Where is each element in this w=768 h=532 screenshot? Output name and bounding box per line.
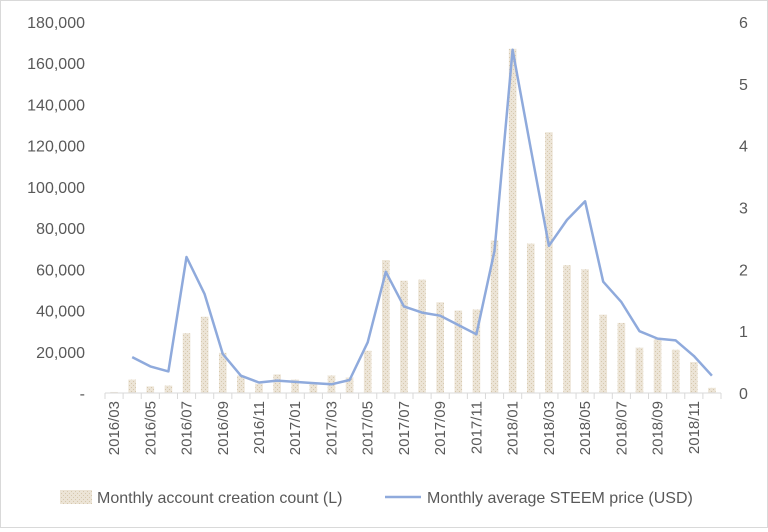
bar-2017/02 — [309, 382, 318, 393]
y-left-tick-label: 20,000 — [36, 345, 85, 362]
x-tick-label: 2018/03 — [541, 401, 558, 455]
bar-2017/06 — [382, 260, 390, 393]
x-tick-label: 2017/01 — [287, 401, 304, 455]
bar-series — [110, 48, 716, 394]
bar-2018/06 — [599, 314, 608, 393]
x-tick-label: 2017/05 — [360, 401, 377, 455]
bar-2018/04 — [563, 265, 571, 393]
x-tick-label: 2016/11 — [251, 401, 268, 454]
x-tick-label: 2018/01 — [505, 401, 522, 455]
y-left-tick-label: 160,000 — [27, 56, 85, 73]
bar-2016/07 — [182, 333, 191, 393]
bar-2017/05 — [363, 350, 372, 393]
bar-2017/07 — [400, 280, 408, 393]
y-left-tick-label: 140,000 — [27, 97, 85, 114]
x-tick-label: 2018/07 — [613, 401, 630, 455]
bar-2017/10 — [454, 310, 463, 393]
x-tick-label: 2016/09 — [215, 401, 232, 455]
bar-2017/08 — [418, 279, 426, 393]
y-right-tick-label: 5 — [739, 77, 748, 94]
y-left-tick-label: 180,000 — [27, 15, 85, 32]
y-right-tick-label: 3 — [739, 201, 748, 218]
bar-2016/06 — [164, 385, 173, 393]
x-tick-label: 2017/09 — [432, 401, 449, 455]
line-series — [131, 48, 713, 386]
bar-2016/09 — [218, 352, 227, 393]
bar-2016/11 — [255, 383, 263, 393]
bar-2018/02 — [526, 243, 535, 393]
x-tick-label: 2018/11 — [686, 401, 703, 454]
legend-label-line: Monthly average STEEM price (USD) — [427, 490, 693, 507]
bar-2016/10 — [237, 375, 245, 393]
legend-swatch-bars — [60, 490, 92, 504]
bar-2018/11 — [690, 362, 698, 393]
bar-2017/01 — [291, 379, 300, 393]
y-left-tick-label: 120,000 — [27, 139, 85, 156]
x-tick-label: 2017/07 — [396, 401, 413, 455]
bar-2018/01 — [508, 48, 517, 394]
legend-label-bars: Monthly account creation count (L) — [97, 490, 342, 507]
y-right-tick-label: 4 — [739, 139, 748, 156]
bar-2017/09 — [436, 302, 444, 393]
bar-2017/04 — [345, 377, 354, 393]
x-tick-label: 2017/03 — [323, 401, 340, 455]
bar-2018/08 — [635, 347, 644, 393]
bar-2016/03 — [110, 391, 118, 393]
x-tick-label: 2018/09 — [650, 401, 667, 455]
y-left-tick-label: - — [80, 386, 85, 403]
price-line — [131, 48, 713, 386]
bar-2017/11 — [472, 309, 481, 393]
x-tick-label: 2018/05 — [577, 401, 594, 455]
y-left-tick-label: 100,000 — [27, 180, 85, 197]
y-right-tick-label: 1 — [739, 324, 748, 341]
bar-2016/05 — [146, 386, 155, 393]
bar-2018/10 — [671, 349, 680, 393]
y-right-tick-label: 0 — [739, 386, 748, 403]
y-left-tick-label: 60,000 — [36, 262, 85, 279]
y-right-tick-label: 2 — [739, 262, 748, 279]
bar-2018/12 — [708, 387, 716, 393]
bar-2016/12 — [273, 374, 281, 393]
bar-2018/09 — [653, 339, 662, 393]
bar-2016/04 — [128, 379, 136, 393]
bar-2016/08 — [200, 316, 209, 393]
y-left-tick-label: 40,000 — [36, 304, 85, 321]
bar-2018/05 — [581, 269, 589, 393]
y-left-tick-label: 80,000 — [36, 221, 85, 238]
x-tick-label: 2016/05 — [142, 401, 159, 455]
legend: Monthly account creation count (L) Month… — [60, 490, 693, 507]
bar-2018/03 — [545, 132, 553, 393]
x-tick-label: 2017/11 — [468, 401, 485, 454]
y-right-tick-label: 6 — [739, 15, 748, 32]
bar-2017/12 — [490, 240, 499, 393]
axes: - 20,000 40,000 60,000 80,000 100,000 120,000 1… — [27, 15, 748, 455]
x-tick-label: 2016/07 — [179, 401, 196, 455]
x-tick-label: 2016/03 — [106, 401, 123, 455]
bar-2018/07 — [617, 322, 626, 393]
